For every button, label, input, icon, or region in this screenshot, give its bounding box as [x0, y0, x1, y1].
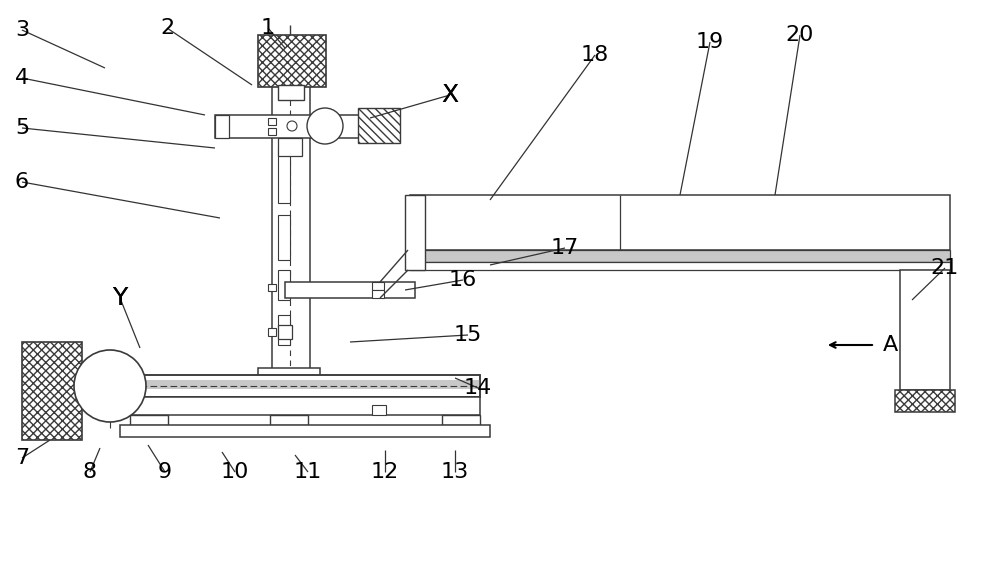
- Bar: [372, 282, 384, 290]
- Bar: [130, 397, 480, 415]
- Text: 21: 21: [931, 258, 959, 278]
- Bar: [270, 415, 308, 425]
- Text: 5: 5: [15, 118, 29, 138]
- Circle shape: [74, 350, 146, 422]
- Bar: [130, 380, 480, 389]
- Text: 19: 19: [696, 32, 724, 52]
- Bar: [130, 375, 480, 397]
- Text: 1: 1: [261, 18, 275, 38]
- Bar: [358, 108, 400, 143]
- Text: 7: 7: [15, 448, 29, 468]
- Text: 11: 11: [294, 462, 322, 482]
- Text: 10: 10: [221, 462, 249, 482]
- Text: 2: 2: [160, 18, 174, 38]
- Bar: [278, 325, 292, 339]
- Bar: [22, 342, 82, 440]
- Bar: [278, 215, 290, 260]
- Bar: [215, 115, 395, 138]
- Text: 6: 6: [15, 172, 29, 192]
- Bar: [410, 195, 950, 250]
- Bar: [100, 368, 120, 386]
- Bar: [900, 270, 950, 390]
- Bar: [268, 328, 276, 336]
- Bar: [285, 282, 415, 298]
- Bar: [405, 195, 425, 270]
- Bar: [410, 262, 950, 270]
- Text: 4: 4: [15, 68, 29, 88]
- Bar: [215, 115, 229, 138]
- Text: A: A: [882, 335, 898, 355]
- Text: 15: 15: [454, 325, 482, 345]
- Bar: [245, 385, 330, 403]
- Bar: [278, 85, 304, 100]
- Text: 9: 9: [158, 462, 172, 482]
- Bar: [372, 405, 386, 415]
- Bar: [372, 290, 384, 298]
- Bar: [130, 415, 168, 425]
- Text: Y: Y: [112, 286, 128, 310]
- Text: X: X: [441, 83, 459, 107]
- Bar: [268, 284, 276, 291]
- Bar: [120, 425, 490, 437]
- Bar: [258, 368, 320, 386]
- Bar: [278, 315, 290, 345]
- Text: 13: 13: [441, 462, 469, 482]
- Text: 14: 14: [464, 378, 492, 398]
- Bar: [895, 390, 955, 412]
- Bar: [130, 375, 480, 397]
- Text: 3: 3: [15, 20, 29, 40]
- Text: 18: 18: [581, 45, 609, 65]
- Text: 16: 16: [449, 270, 477, 290]
- Bar: [105, 350, 115, 358]
- Bar: [272, 50, 310, 400]
- Bar: [268, 128, 276, 135]
- Bar: [258, 35, 326, 87]
- Bar: [410, 250, 950, 262]
- Bar: [82, 378, 100, 386]
- Text: Y: Y: [112, 286, 128, 310]
- Circle shape: [307, 108, 343, 144]
- Bar: [278, 270, 290, 300]
- Bar: [442, 415, 480, 425]
- Text: X: X: [441, 83, 459, 107]
- Text: 8: 8: [83, 462, 97, 482]
- Bar: [278, 148, 290, 203]
- Bar: [278, 138, 302, 156]
- Text: 12: 12: [371, 462, 399, 482]
- Text: 17: 17: [551, 238, 579, 258]
- Circle shape: [287, 121, 297, 131]
- Text: 20: 20: [786, 25, 814, 45]
- Bar: [100, 390, 120, 408]
- Bar: [268, 118, 276, 125]
